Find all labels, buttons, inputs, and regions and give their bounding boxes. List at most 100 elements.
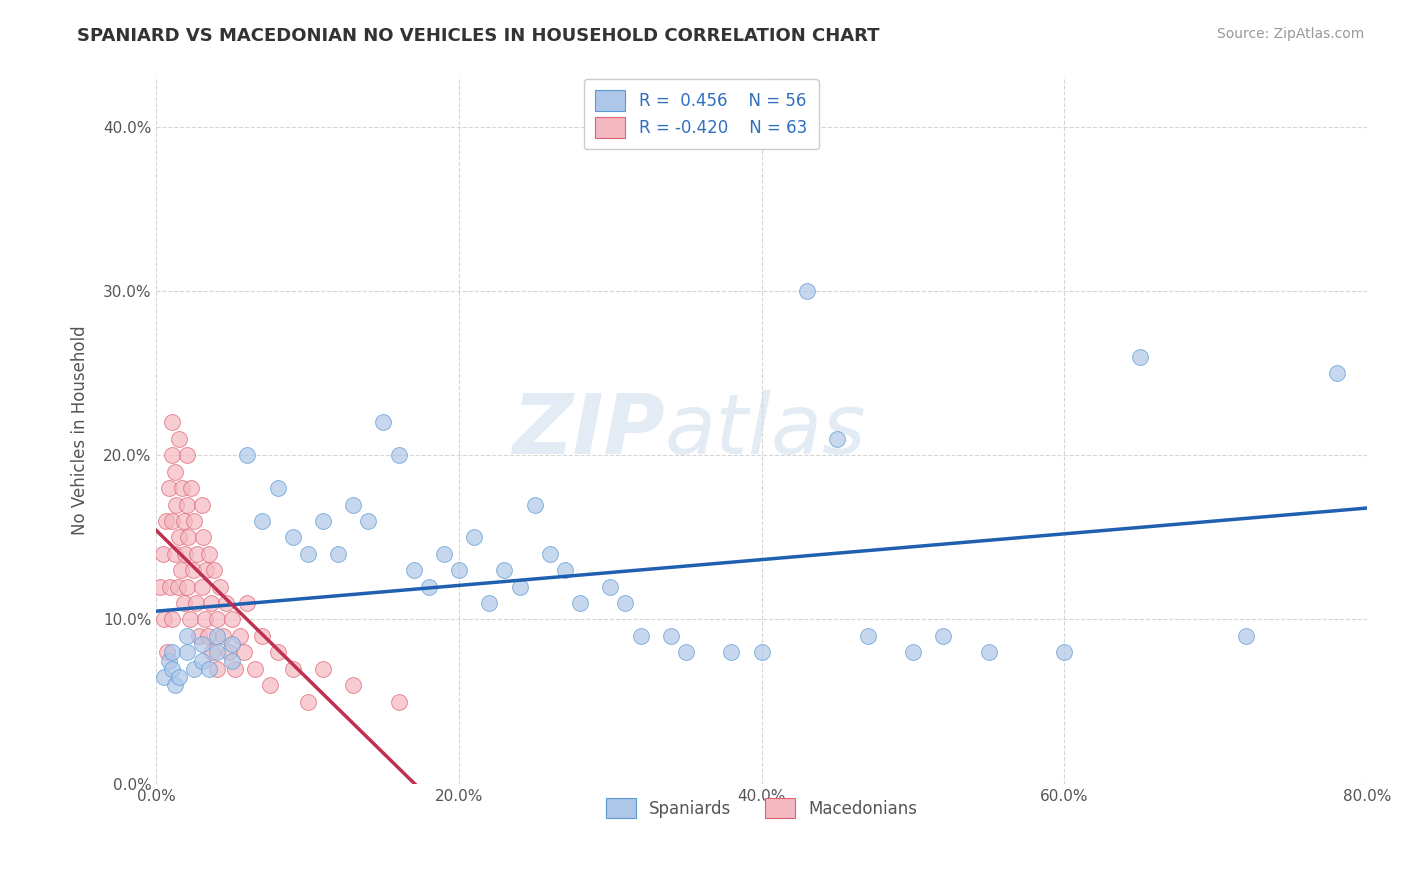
Point [252, 629, 274, 643]
Point [160, 416, 183, 430]
Point [184, 596, 207, 610]
Point [827, 432, 849, 446]
Point [187, 629, 209, 643]
Point [163, 547, 186, 561]
Point [205, 612, 228, 626]
Point [202, 563, 225, 577]
Point [523, 498, 546, 512]
Point [167, 432, 190, 446]
Point [183, 662, 205, 676]
Point [176, 448, 198, 462]
Point [157, 481, 180, 495]
Text: ZIP: ZIP [512, 390, 665, 471]
Point [599, 580, 621, 594]
Point [156, 645, 179, 659]
Point [153, 670, 176, 684]
Point [166, 580, 188, 594]
Point [163, 678, 186, 692]
Point [193, 530, 215, 544]
Point [751, 645, 773, 659]
Point [977, 645, 1000, 659]
Point [218, 645, 240, 659]
Point [659, 629, 682, 643]
Point [186, 547, 208, 561]
Point [259, 678, 281, 692]
Point [221, 654, 243, 668]
Point [191, 654, 214, 668]
Point [312, 662, 335, 676]
Point [176, 580, 198, 594]
Point [236, 596, 259, 610]
Point [160, 612, 183, 626]
Point [1129, 350, 1152, 364]
Point [153, 612, 176, 626]
Point [387, 448, 409, 462]
Point [167, 670, 190, 684]
Point [224, 662, 246, 676]
Point [1326, 366, 1348, 380]
Point [312, 514, 335, 528]
Point [228, 629, 250, 643]
Point [177, 530, 200, 544]
Point [373, 416, 395, 430]
Y-axis label: No Vehicles in Household: No Vehicles in Household [72, 326, 89, 535]
Legend: Spaniards, Macedonians: Spaniards, Macedonians [599, 791, 924, 825]
Point [176, 645, 198, 659]
Point [155, 514, 177, 528]
Point [538, 547, 561, 561]
Point [183, 514, 205, 528]
Point [215, 596, 238, 610]
Point [148, 580, 170, 594]
Point [191, 580, 214, 594]
Point [176, 498, 198, 512]
Point [180, 481, 202, 495]
Point [236, 448, 259, 462]
Point [198, 547, 221, 561]
Point [614, 596, 637, 610]
Point [266, 645, 288, 659]
Point [160, 662, 183, 676]
Point [163, 465, 186, 479]
Point [160, 514, 183, 528]
Point [243, 662, 266, 676]
Point [208, 580, 231, 594]
Point [266, 481, 288, 495]
Point [159, 580, 181, 594]
Point [167, 530, 190, 544]
Point [205, 645, 228, 659]
Point [402, 563, 425, 577]
Point [326, 547, 349, 561]
Point [449, 563, 471, 577]
Point [1234, 629, 1257, 643]
Point [172, 481, 194, 495]
Point [720, 645, 742, 659]
Point [675, 645, 697, 659]
Point [179, 612, 201, 626]
Point [554, 563, 576, 577]
Point [181, 563, 204, 577]
Point [342, 498, 364, 512]
Point [200, 596, 222, 610]
Point [932, 629, 955, 643]
Point [252, 514, 274, 528]
Point [160, 645, 183, 659]
Point [191, 498, 214, 512]
Point [387, 695, 409, 709]
Point [198, 662, 221, 676]
Point [281, 530, 304, 544]
Point [630, 629, 652, 643]
Point [478, 596, 501, 610]
Point [509, 580, 531, 594]
Point [205, 662, 228, 676]
Point [197, 629, 219, 643]
Text: Source: ZipAtlas.com: Source: ZipAtlas.com [1216, 27, 1364, 41]
Point [1053, 645, 1076, 659]
Point [433, 547, 456, 561]
Point [357, 514, 380, 528]
Point [342, 678, 364, 692]
Point [297, 547, 319, 561]
Point [212, 629, 235, 643]
Point [281, 662, 304, 676]
Point [569, 596, 592, 610]
Point [463, 530, 485, 544]
